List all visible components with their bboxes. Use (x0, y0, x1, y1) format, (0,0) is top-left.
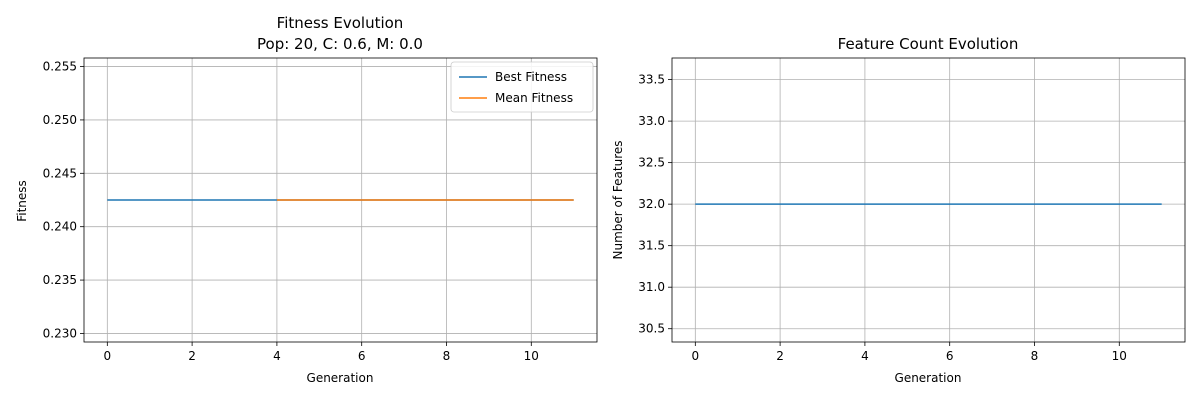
fitness-chart-ytick-label-4: 0.250 (43, 113, 77, 127)
fitness-chart-title: Fitness Evolution (277, 14, 404, 32)
feature-count-chart-xtick-label-3: 6 (946, 349, 954, 363)
fitness-chart: Fitness Evolution Pop: 20, C: 0.6, M: 0.… (15, 14, 598, 385)
feature-count-chart-ytick-label-6: 33.5 (638, 73, 665, 87)
feature-count-chart-xtick-label-0: 0 (691, 349, 699, 363)
fitness-chart-frame (83, 57, 598, 343)
fitness-chart-xtick-label-4: 8 (443, 349, 451, 363)
feature-count-chart-xtick-label-2: 4 (861, 349, 869, 363)
feature-count-chart-frame (671, 57, 1186, 343)
fitness-chart-legend-label-1: Mean Fitness (495, 91, 573, 105)
feature-count-chart-xtick-label-1: 2 (776, 349, 784, 363)
fitness-chart-ytick-label-1: 0.235 (43, 273, 77, 287)
fitness-chart-legend-label-0: Best Fitness (495, 70, 567, 84)
feature-count-chart-ytick-label-2: 31.5 (638, 239, 665, 253)
feature-count-chart-xlabel: Generation (895, 371, 962, 385)
fitness-chart-xtick-label-2: 4 (273, 349, 281, 363)
feature-count-chart-xtick-label-4: 8 (1031, 349, 1039, 363)
feature-count-chart-ytick-label-3: 32.0 (638, 197, 665, 211)
feature-count-chart-ytick-label-5: 33.0 (638, 114, 665, 128)
feature-count-chart-xtick-label-5: 10 (1112, 349, 1127, 363)
feature-count-chart-ytick-label-0: 30.5 (638, 322, 665, 336)
fitness-chart-ytick-label-5: 0.255 (43, 60, 77, 74)
feature-count-chart: Feature Count Evolution Generation Numbe… (611, 35, 1186, 385)
feature-count-chart-ytick-label-4: 32.5 (638, 156, 665, 170)
fitness-chart-ytick-label-0: 0.230 (43, 326, 77, 340)
fitness-chart-subtitle: Pop: 20, C: 0.6, M: 0.0 (257, 35, 423, 53)
fitness-chart-ylabel: Fitness (15, 180, 29, 222)
feature-count-chart-ytick-label-1: 31.0 (638, 280, 665, 294)
fitness-chart-ytick-label-2: 0.240 (43, 220, 77, 234)
fitness-chart-xtick-label-3: 6 (358, 349, 366, 363)
feature-count-chart-title: Feature Count Evolution (838, 35, 1019, 53)
fitness-chart-xtick-label-1: 2 (188, 349, 196, 363)
feature-count-chart-ylabel: Number of Features (611, 141, 625, 260)
fitness-chart-xlabel: Generation (307, 371, 374, 385)
fitness-chart-legend (450, 61, 594, 113)
fitness-chart-xtick-label-5: 10 (524, 349, 539, 363)
fitness-chart-ytick-label-3: 0.245 (43, 166, 77, 180)
fitness-chart-xtick-label-0: 0 (103, 349, 111, 363)
